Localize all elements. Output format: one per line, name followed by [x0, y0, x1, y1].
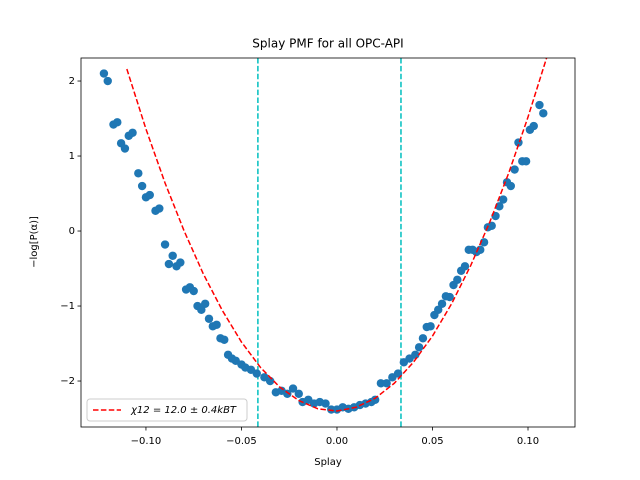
scatter-point [370, 395, 380, 404]
scatter-point [426, 322, 435, 331]
scatter-point [204, 314, 214, 323]
scatter-point [414, 343, 424, 352]
scatter-point [418, 334, 428, 343]
scatter-point [134, 169, 143, 178]
y-tick-label: −2 [60, 376, 75, 387]
scatter-point [393, 369, 403, 378]
legend-box [86, 398, 248, 422]
scatter-point [529, 121, 538, 131]
scatter-point [160, 240, 170, 249]
legend-label: χ12 = 12.0 ± 0.4kBT [130, 405, 237, 416]
scatter-point [445, 292, 454, 302]
scatter-point [212, 320, 221, 329]
scatter-point [120, 144, 130, 153]
scatter-point [128, 128, 137, 137]
y-axis-label: −log[P(α)] [29, 216, 40, 268]
scatter-point [321, 399, 330, 408]
scatter-point [137, 181, 147, 191]
scatter-point [535, 100, 544, 110]
scatter-point [487, 221, 496, 230]
scatter-point [99, 69, 109, 78]
y-tick-label: 0 [69, 226, 75, 237]
x-tick-label: 0.10 [517, 436, 539, 447]
scatter-point [176, 258, 185, 267]
scatter-point [145, 190, 154, 200]
x-axis-label: Splay [314, 457, 342, 468]
fit-curve [126, 58, 548, 412]
scatter-point [200, 299, 210, 308]
y-tick-label: −1 [60, 301, 75, 312]
scatter-point [294, 389, 303, 398]
x-tick-label: −0.10 [131, 436, 162, 447]
scatter-point [197, 305, 206, 314]
scatter-point [220, 335, 229, 344]
chart-title: Splay PMF for all OPC-API [252, 37, 403, 51]
scatter-point [521, 157, 531, 166]
y-tick-label: 1 [69, 151, 75, 162]
scatter-point [510, 165, 519, 174]
scatter-point [288, 384, 298, 393]
x-tick-label: −0.05 [226, 436, 257, 447]
x-tick-label: 0.05 [421, 436, 443, 447]
scatter-point [437, 299, 447, 308]
scatter-point [164, 259, 174, 269]
scatter-point [460, 262, 470, 271]
axes-frame [80, 57, 576, 428]
scatter-point [453, 275, 462, 284]
scatter-point [434, 305, 443, 314]
scatter-point [506, 181, 516, 191]
scatter-point [155, 204, 164, 213]
scatter-point [113, 118, 122, 127]
scatter-point [252, 369, 261, 378]
y-tick-label: 2 [69, 76, 75, 87]
plot-area [99, 58, 548, 427]
x-tick-label: 0.00 [326, 436, 348, 447]
scatter-point [382, 379, 391, 388]
scatter-point [168, 251, 177, 260]
scatter-point [103, 76, 112, 86]
scatter-point [189, 286, 198, 296]
scatter-point [411, 350, 420, 359]
scatter-point [283, 389, 292, 398]
scatter-point [498, 195, 508, 204]
scatter-point [539, 109, 548, 118]
